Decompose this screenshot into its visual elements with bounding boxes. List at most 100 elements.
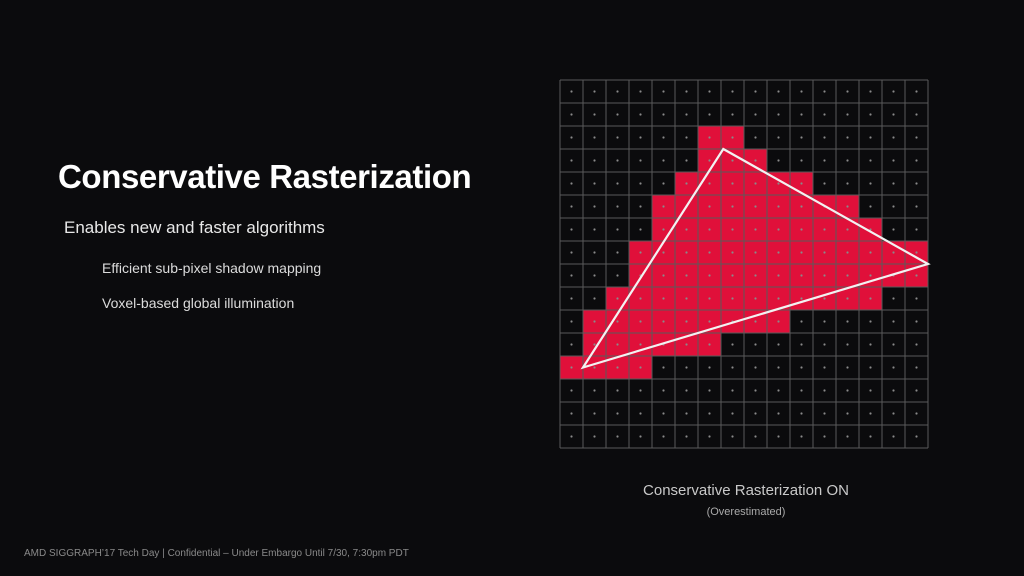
pixel-center-dot <box>777 366 780 369</box>
pixel-center-dot <box>639 343 642 346</box>
pixel-center-dot <box>685 251 688 254</box>
pixel-center-dot <box>754 435 757 438</box>
pixel-center-dot <box>593 182 596 185</box>
pixel-center-dot <box>593 320 596 323</box>
pixel-center-dot <box>731 343 734 346</box>
pixel-center-dot <box>708 343 711 346</box>
pixel-center-dot <box>869 320 872 323</box>
pixel-center-dot <box>869 274 872 277</box>
pixel-center-dot <box>869 435 872 438</box>
pixel-center-dot <box>708 320 711 323</box>
pixel-center-dot <box>777 251 780 254</box>
pixel-center-dot <box>616 297 619 300</box>
pixel-center-dot <box>570 435 573 438</box>
pixel-center-dot <box>869 343 872 346</box>
pixel-center-dot <box>846 251 849 254</box>
pixel-center-dot <box>915 205 918 208</box>
pixel-center-dot <box>662 320 665 323</box>
pixel-center-dot <box>892 366 895 369</box>
pixel-center-dot <box>616 320 619 323</box>
pixel-center-dot <box>869 389 872 392</box>
pixel-center-dot <box>685 320 688 323</box>
pixel-center-dot <box>754 412 757 415</box>
grid-lines <box>559 79 929 449</box>
bullet-list: Enables new and faster algorithms Effici… <box>64 218 325 311</box>
pixel-center-dot <box>823 251 826 254</box>
pixel-center-dot <box>823 389 826 392</box>
pixel-center-dot <box>570 159 573 162</box>
pixel-center-dot <box>892 159 895 162</box>
pixel-center-dot <box>754 389 757 392</box>
pixel-center-dot <box>823 366 826 369</box>
pixel-center-dot <box>570 412 573 415</box>
pixel-center-dot <box>892 113 895 116</box>
pixel-center-dot <box>616 90 619 93</box>
pixel-center-dot <box>777 90 780 93</box>
pixel-center-dot <box>593 366 596 369</box>
pixel-center-dot <box>869 113 872 116</box>
pixel-center-dot <box>662 274 665 277</box>
pixel-center-dot <box>777 228 780 231</box>
pixel-center-dot <box>616 366 619 369</box>
pixel-center-dot <box>708 389 711 392</box>
pixel-center-dot <box>800 320 803 323</box>
pixel-center-dot <box>570 343 573 346</box>
pixel-center-dots <box>570 90 918 438</box>
pixel-center-dot <box>639 113 642 116</box>
pixel-center-dot <box>662 205 665 208</box>
pixel-center-dot <box>593 228 596 231</box>
pixel-center-dot <box>846 297 849 300</box>
pixel-center-dot <box>754 182 757 185</box>
pixel-center-dot <box>731 113 734 116</box>
pixel-center-dot <box>731 274 734 277</box>
pixel-center-dot <box>800 412 803 415</box>
diagram-caption: Conservative Rasterization ON <box>643 482 849 499</box>
pixel-center-dot <box>731 297 734 300</box>
pixel-center-dot <box>869 136 872 139</box>
pixel-center-dot <box>777 389 780 392</box>
pixel-center-dot <box>731 228 734 231</box>
pixel-center-dot <box>869 297 872 300</box>
pixel-center-dot <box>616 251 619 254</box>
pixel-center-dot <box>869 412 872 415</box>
pixel-center-dot <box>708 113 711 116</box>
pixel-center-dot <box>708 274 711 277</box>
pixel-center-dot <box>800 182 803 185</box>
pixel-center-dot <box>662 90 665 93</box>
pixel-center-dot <box>731 435 734 438</box>
pixel-center-dot <box>754 113 757 116</box>
pixel-center-dot <box>639 412 642 415</box>
pixel-center-dot <box>869 159 872 162</box>
pixel-center-dot <box>639 182 642 185</box>
pixel-center-dot <box>846 320 849 323</box>
pixel-center-dot <box>823 182 826 185</box>
pixel-center-dot <box>685 113 688 116</box>
bullet-main: Enables new and faster algorithms <box>64 218 325 237</box>
pixel-center-dot <box>754 251 757 254</box>
diagram-caption-sub: (Overestimated) <box>706 506 786 518</box>
pixel-center-dot <box>685 435 688 438</box>
pixel-center-dot <box>639 159 642 162</box>
pixel-center-dot <box>800 251 803 254</box>
pixel-center-dot <box>800 205 803 208</box>
pixel-center-dot <box>892 412 895 415</box>
pixel-center-dot <box>777 205 780 208</box>
pixel-center-dot <box>570 389 573 392</box>
pixel-center-dot <box>662 113 665 116</box>
pixel-center-dot <box>777 182 780 185</box>
sub-bullet-shadow-mapping: Efficient sub-pixel shadow mapping <box>102 260 322 276</box>
pixel-center-dot <box>915 412 918 415</box>
pixel-center-dot <box>731 136 734 139</box>
pixel-center-dot <box>616 205 619 208</box>
pixel-center-dot <box>800 343 803 346</box>
pixel-center-dot <box>708 412 711 415</box>
pixel-center-dot <box>915 159 918 162</box>
pixel-center-dot <box>731 412 734 415</box>
pixel-center-dot <box>869 228 872 231</box>
pixel-center-dot <box>685 274 688 277</box>
pixel-center-dot <box>869 205 872 208</box>
pixel-center-dot <box>754 159 757 162</box>
pixel-center-dot <box>892 90 895 93</box>
pixel-center-dot <box>708 297 711 300</box>
pixel-center-dot <box>639 435 642 438</box>
